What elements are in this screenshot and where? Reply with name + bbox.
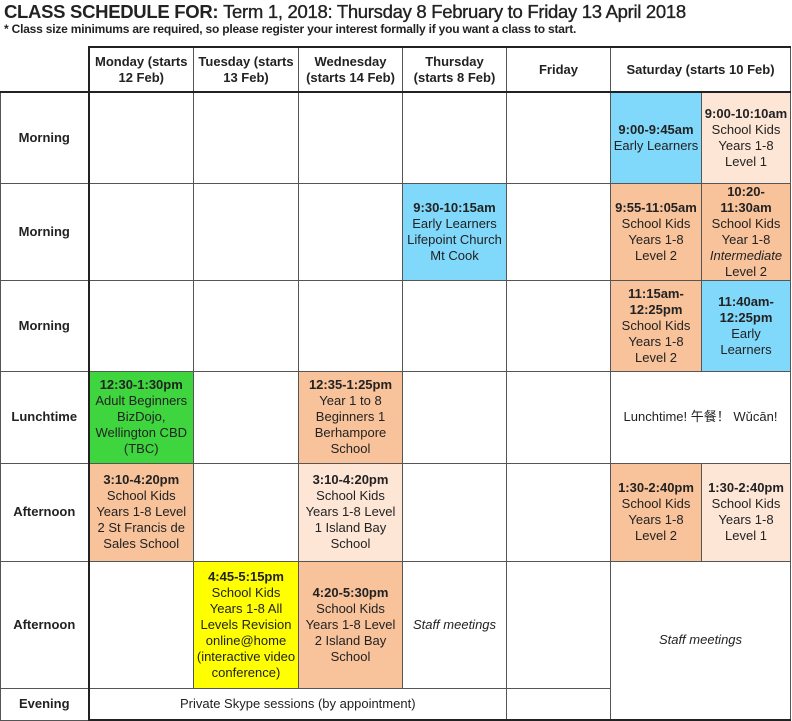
class-school-kids-sat-1115: 11:15am- 12:25pm School Kids Years 1-8 Level… (610, 279, 702, 372)
row-label: Morning (0, 91, 89, 184)
row-morning-3: Morning 11:15am- 12:25pm School Kids Years … (0, 279, 791, 372)
header-saturday: Saturday (starts 10 Feb) (610, 46, 791, 93)
schedule-table: Monday (starts 12 Feb) Tuesday (starts 1… (0, 46, 791, 721)
class-beginners-wed-lunch: 12:35-1:25pm Year 1 to 8 Beginners 1 Berham… (298, 370, 403, 464)
header-wednesday: Wednesday (starts 14 Feb) (298, 46, 403, 93)
class-online-revision-tue: 4:45-5:15pm School Kids Years 1-8 All Level… (193, 560, 299, 689)
row-morning-2: Morning 9:30-10:15am Early Learners Lifepo… (0, 182, 791, 281)
saturday-lunchtime-note: Lunchtime! 午餐！ Wǔcān! (610, 370, 791, 464)
header-tuesday: Tuesday (starts 13 Feb) (193, 46, 299, 93)
thursday-staff-meetings: Staff meetings (402, 560, 507, 689)
corner-cell (0, 47, 89, 93)
class-school-kids-wed-late: 4:20-5:30pm School Kids Years 1-8 Level 2 I… (298, 560, 403, 689)
page-title: CLASS SCHEDULE FOR: Term 1, 2018: Thursd… (4, 1, 686, 23)
saturday-staff-meetings: Staff meetings (610, 560, 791, 721)
title-term: Term 1, 2018: Thursday 8 February to Fri… (223, 1, 686, 22)
class-school-kids-mon: 3:10-4:20pm School Kids Years 1-8 Level 2 S… (87, 462, 194, 562)
header-row: Monday (starts 12 Feb) Tuesday (starts 1… (0, 46, 791, 93)
row-label: Morning (0, 182, 89, 281)
row-label: Evening (0, 687, 89, 721)
class-early-learners-thu: 9:30-10:15am Early Learners Lifepoint Chur… (402, 182, 507, 281)
row-lunchtime: Lunchtime 12:30-1:30pm Adult Beginners Biz… (0, 370, 791, 464)
class-size-note: * Class size minimums are required, so p… (4, 22, 577, 36)
class-early-learners-sat-1140: 11:40am- 12:25pm Early Learners (701, 279, 791, 372)
class-adult-beginners-mon: 12:30-1:30pm Adult Beginners BizDojo, Welli… (87, 370, 194, 464)
evening-skype-sessions: Private Skype sessions (by appointment) (87, 687, 507, 721)
class-school-kids-sat-1020: 10:20- 11:30am School Kids Year 1-8 Intermed… (701, 182, 791, 281)
row-morning-1: Morning 9:00-9:45am Early Learners 9:00-1… (0, 91, 791, 184)
class-school-kids-wed-aft: 3:10-4:20pm School Kids Years 1-8 Level 1 I… (298, 462, 403, 562)
title-prefix: CLASS SCHEDULE FOR: (4, 1, 219, 22)
row-afternoon-2: Afternoon 4:45-5:15pm School Kids Years 1-… (0, 560, 791, 721)
row-label: Afternoon (0, 560, 89, 689)
header-friday: Friday (506, 46, 611, 93)
class-school-kids-sat-0955: 9:55-11:05am School Kids Years 1-8 Level 2 (610, 182, 702, 281)
header-thursday: Thursday (starts 8 Feb) (402, 46, 507, 93)
class-early-learners-sat-0900: 9:00-9:45am Early Learners (610, 91, 702, 184)
class-school-kids-sat-1330-l2: 1:30-2:40pm School Kids Years 1-8 Level 2 (610, 462, 702, 562)
row-afternoon-1: Afternoon 3:10-4:20pm School Kids Years 1-… (0, 462, 791, 562)
class-school-kids-sat-0900: 9:00-10:10am School Kids Years 1-8 Level 1 (701, 91, 791, 184)
row-label: Morning (0, 279, 89, 372)
header-monday: Monday (starts 12 Feb) (87, 46, 194, 93)
row-label: Afternoon (0, 462, 89, 562)
class-school-kids-sat-1330-l1: 1:30-2:40pm School Kids Years 1-8 Level 1 (701, 462, 791, 562)
row-label: Lunchtime (0, 370, 89, 464)
